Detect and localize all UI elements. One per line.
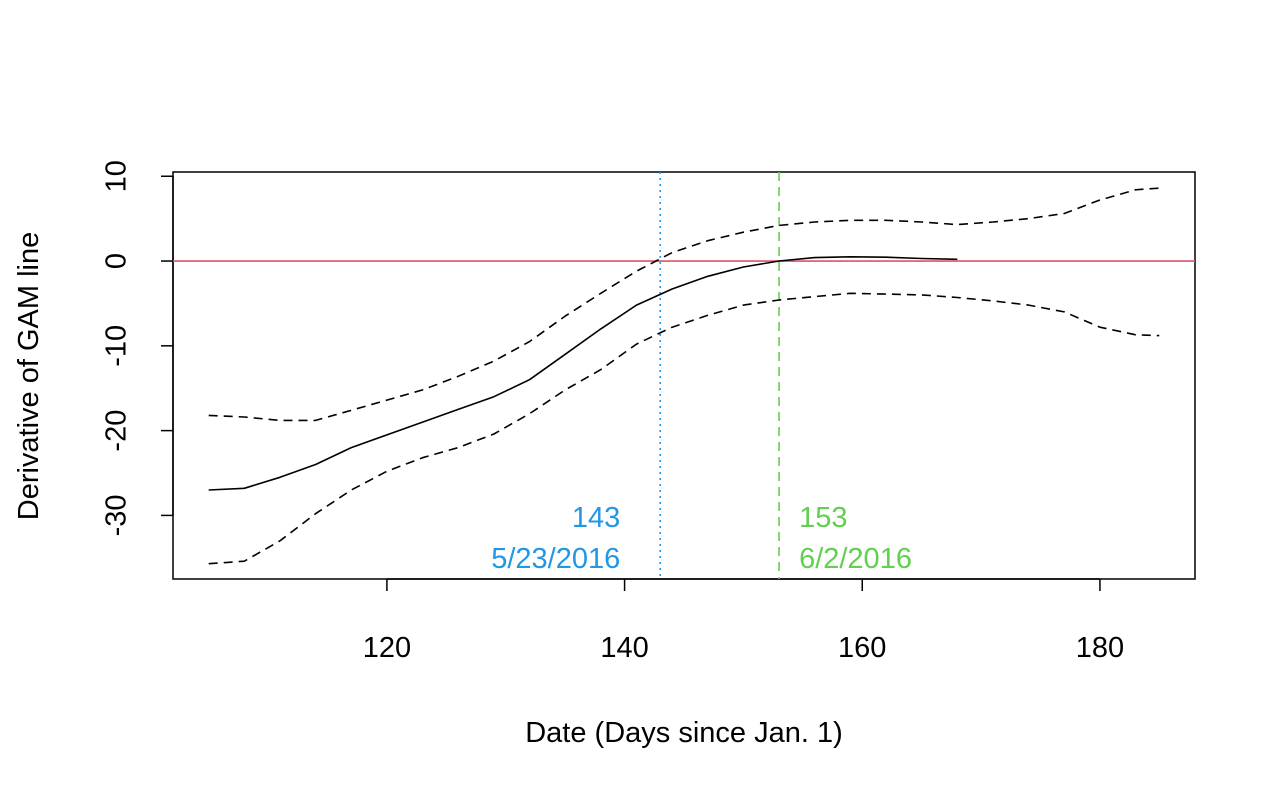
x-tick-label: 160: [838, 632, 886, 664]
y-tick-label: -20: [101, 410, 133, 452]
annotation-date-5-23-2016: 5/23/2016: [491, 543, 620, 575]
y-tick-label: 0: [101, 253, 133, 269]
upper-confidence-line: [208, 187, 1160, 422]
x-axis-label: Date (Days since Jan. 1): [525, 717, 843, 749]
y-axis-label: Derivative of GAM line: [13, 232, 45, 521]
reference-lines: [173, 172, 1195, 579]
y-axis: 10 0 -10 -20 -30: [101, 160, 174, 536]
annotations: 143 5/23/2016 153 6/2/2016: [491, 502, 912, 575]
series-layer: [208, 187, 1160, 565]
plot-frame: [172, 171, 1196, 580]
x-axis: 120 140 160 180: [363, 578, 1124, 664]
y-tick-label: -10: [101, 325, 133, 367]
x-tick-label: 140: [600, 632, 648, 664]
annotation-day-153: 153: [799, 502, 847, 534]
lower-confidence-line: [208, 292, 1160, 565]
annotation-date-6-2-2016: 6/2/2016: [799, 543, 912, 575]
y-tick-label: 10: [101, 160, 133, 192]
annotation-day-143: 143: [572, 502, 620, 534]
derivative-line: [208, 255, 958, 491]
x-tick-label: 120: [363, 632, 411, 664]
x-tick-label: 180: [1076, 632, 1124, 664]
y-tick-label: -30: [101, 494, 133, 536]
